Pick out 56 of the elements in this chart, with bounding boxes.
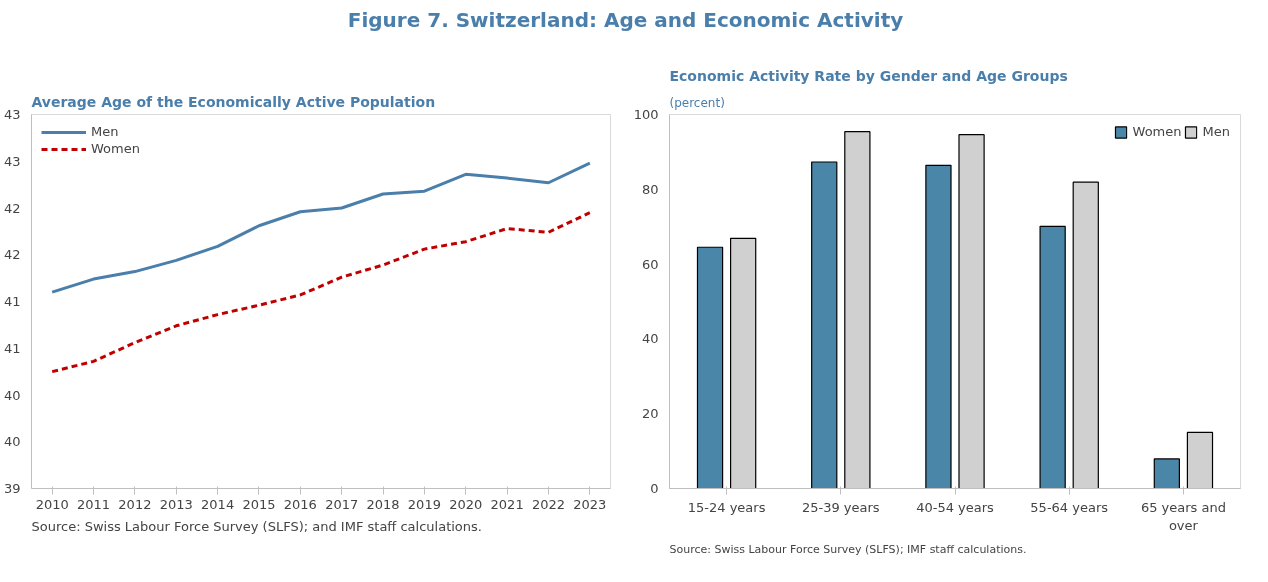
y-tick-label: 80 — [641, 181, 659, 197]
y-tick-label: 40 — [641, 331, 659, 347]
x-tick-label: 2018 — [366, 496, 400, 512]
x-tick-label: 2012 — [118, 496, 152, 512]
x-tick-label: 2014 — [201, 496, 235, 512]
chart-title: Average Age of the Economically Active Population — [31, 93, 436, 110]
legend-label: Men — [91, 124, 119, 139]
x-tick-label: 2010 — [35, 496, 69, 512]
x-tick-label: 2019 — [407, 496, 441, 512]
bar — [696, 246, 724, 489]
x-tick-label: 2021 — [490, 496, 524, 512]
y-tick-label: 42 — [3, 247, 21, 263]
y-tick-label: 0 — [650, 481, 659, 496]
source-note: Source: Swiss Labour Force Survey (SLFS); IMF staff calculations. — [669, 542, 1027, 556]
bar — [1153, 458, 1180, 489]
bar — [844, 131, 871, 489]
legend-label: Women — [91, 141, 140, 156]
x-tick-label: 2015 — [242, 496, 276, 512]
bar — [811, 161, 838, 489]
y-tick-label: 42 — [3, 200, 21, 216]
y-tick-label: 20 — [641, 406, 659, 422]
y-tick-label: 41 — [3, 294, 21, 309]
x-tick-label: 55-64 years — [1030, 499, 1109, 515]
x-tick-label: 2022 — [531, 496, 566, 512]
bar — [1186, 431, 1214, 489]
bar — [730, 237, 757, 489]
x-tick-label: 2016 — [283, 496, 317, 512]
x-tick-label: 2013 — [159, 496, 193, 512]
y-tick-label: 39 — [3, 481, 21, 496]
x-tick-label: 2020 — [449, 496, 483, 512]
x-tick-label: 15-24 years — [687, 499, 766, 515]
x-tick-label: 2011 — [76, 496, 111, 512]
source-note: Source: Swiss Labour Force Survey (SLFS); and IMF staff calculations. — [31, 518, 482, 534]
x-tick-label: 2023 — [573, 496, 607, 512]
y-tick-label: 40 — [3, 434, 21, 450]
x-tick-label: 65 years and over — [1140, 499, 1226, 533]
legend-label: Women — [1132, 124, 1182, 139]
y-tick-label: 40 — [3, 387, 21, 403]
y-tick-label: 100 — [633, 107, 659, 122]
bar — [1039, 225, 1066, 489]
bar — [1072, 181, 1099, 489]
line-series — [50, 161, 592, 294]
chart-title: Economic Activity Rate by Gender and Age Groups — [669, 67, 1068, 84]
legend-label: Men — [1202, 124, 1230, 139]
y-tick-label: 43 — [3, 153, 21, 169]
y-tick-label: 60 — [641, 256, 659, 272]
text: Figure 7. Switzerland: Age and Economic Activity — [347, 7, 904, 32]
x-tick-label: 40-54 years — [916, 499, 995, 515]
bar — [925, 164, 952, 489]
y-tick-label: 41 — [3, 340, 21, 356]
x-tick-label: 25-39 years — [801, 499, 880, 515]
y-tick-label: 43 — [3, 107, 21, 122]
line-series — [50, 211, 592, 374]
chart-subtitle: (percent) — [669, 95, 725, 110]
x-tick-label: 2017 — [325, 496, 359, 512]
bar — [958, 134, 985, 489]
